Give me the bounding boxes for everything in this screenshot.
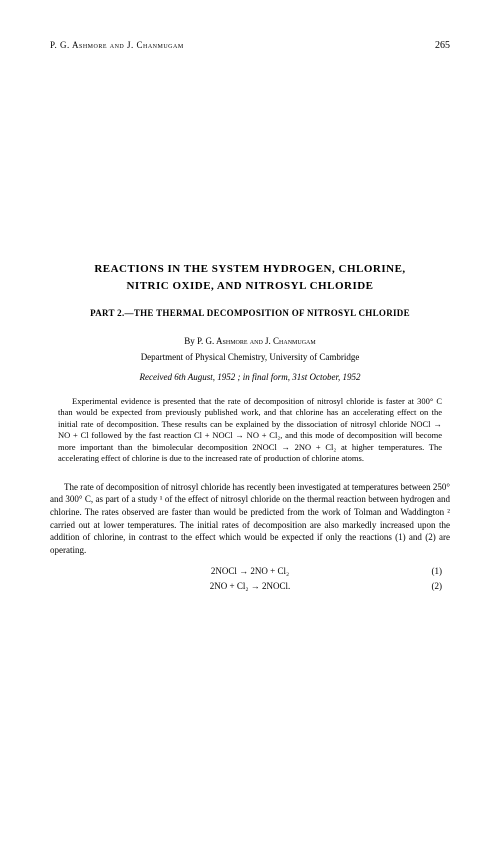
page-number: 265 [435, 40, 450, 51]
equation-1: 2NOCl → 2NO + Cl₂ (1) [50, 564, 450, 578]
article-subtitle: PART 2.—THE THERMAL DECOMPOSITION OF NIT… [50, 308, 450, 318]
equation-2-number: (2) [432, 579, 443, 593]
running-header: P. G. Ashmore and J. Chanmugam 265 [50, 40, 450, 51]
equation-1-formula: 2NOCl → 2NO + Cl₂ [211, 564, 289, 578]
equation-2-formula: 2NO + Cl₂ → 2NOCl. [210, 579, 290, 593]
equation-1-number: (1) [432, 564, 443, 578]
byline: By P. G. Ashmore and J. Chanmugam [50, 336, 450, 346]
equation-2: 2NO + Cl₂ → 2NOCl. (2) [50, 579, 450, 593]
equations-block: 2NOCl → 2NO + Cl₂ (1) 2NO + Cl₂ → 2NOCl.… [50, 564, 450, 593]
byline-authors: P. G. Ashmore and J. Chanmugam [197, 336, 316, 346]
title-line-1: REACTIONS IN THE SYSTEM HYDROGEN, CHLORI… [50, 261, 450, 278]
header-authors: P. G. Ashmore and J. Chanmugam [50, 40, 184, 50]
abstract: Experimental evidence is presented that … [50, 396, 450, 465]
body-paragraph: The rate of decomposition of nitrosyl ch… [50, 481, 450, 557]
body-text: The rate of decomposition of nitrosyl ch… [50, 482, 450, 555]
abstract-text: Experimental evidence is presented that … [58, 396, 442, 463]
title-line-2: NITRIC OXIDE, AND NITROSYL CHLORIDE [50, 278, 450, 295]
byline-prefix: By [184, 336, 197, 346]
affiliation: Department of Physical Chemistry, Univer… [50, 352, 450, 362]
article-title: REACTIONS IN THE SYSTEM HYDROGEN, CHLORI… [50, 261, 450, 294]
received-date: Received 6th August, 1952 ; in final for… [50, 372, 450, 382]
